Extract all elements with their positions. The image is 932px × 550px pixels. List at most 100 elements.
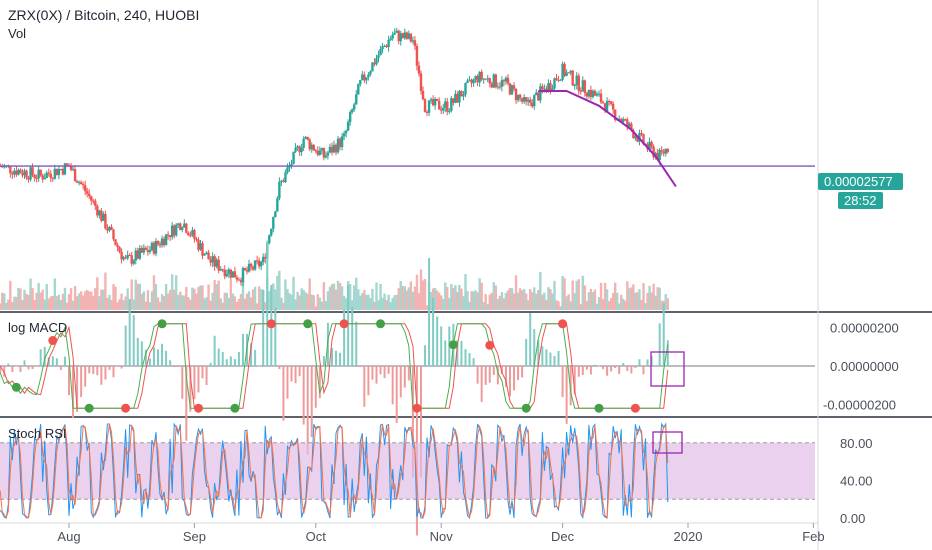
- candle-body: [351, 109, 354, 113]
- candle-body: [207, 252, 210, 260]
- volume-bar: [601, 299, 605, 310]
- candle-body: [583, 80, 587, 93]
- volume-bar: [549, 289, 552, 310]
- candle-body: [498, 86, 502, 88]
- macd-histogram-bar: [282, 366, 285, 421]
- macd-histogram-bar: [476, 366, 479, 384]
- macd-histogram-bar: [185, 366, 188, 441]
- candle-body: [83, 185, 87, 192]
- candle-body: [474, 75, 477, 80]
- stoch-highlight-box[interactable]: [652, 431, 683, 454]
- candle-body: [620, 118, 623, 122]
- volume-bar: [11, 302, 14, 310]
- volume-bar: [573, 293, 576, 310]
- candle-body: [440, 109, 443, 111]
- volume-bar: [379, 283, 382, 310]
- macd-pane-label[interactable]: log MACD: [8, 320, 67, 335]
- volume-bar: [276, 275, 279, 310]
- stoch-pane-label[interactable]: Stoch RSI: [8, 426, 67, 441]
- candle-body: [45, 172, 48, 178]
- candle-body: [37, 169, 40, 179]
- volume-bar: [268, 291, 271, 310]
- macd-histogram-bar: [379, 366, 382, 375]
- parabolic-curve-line[interactable]: [538, 90, 677, 188]
- candle-body: [31, 167, 34, 175]
- macd-highlight-box[interactable]: [650, 351, 685, 387]
- candle-body: [278, 181, 281, 199]
- volume-bar: [656, 287, 659, 310]
- candle-body: [243, 267, 247, 271]
- volume-bar: [168, 289, 172, 310]
- volume-bar: [353, 285, 356, 310]
- candle-body: [526, 99, 530, 102]
- candle-body: [383, 45, 386, 47]
- macd-cross-marker: [303, 319, 313, 329]
- candle-body: [259, 261, 263, 267]
- candle-body: [63, 163, 67, 175]
- candle-body: [363, 74, 366, 81]
- volume-bar: [148, 302, 152, 310]
- macd-cross-marker: [48, 336, 58, 345]
- candle-body: [367, 74, 370, 78]
- macd-histogram-bar: [565, 366, 568, 424]
- candle-body: [106, 228, 109, 231]
- candle-body: [630, 123, 633, 131]
- candle-body: [332, 144, 336, 153]
- macd-histogram-bar: [666, 340, 669, 366]
- macd-histogram-bar: [302, 366, 305, 425]
- volume-bar: [201, 285, 204, 310]
- macd-histogram-bar: [140, 341, 143, 366]
- candle-body: [342, 133, 346, 137]
- candle-body: [296, 146, 299, 148]
- candle-body: [512, 85, 516, 89]
- macd-histogram-bar: [464, 349, 467, 366]
- volume-bar: [25, 293, 28, 310]
- volume-bar: [73, 285, 77, 310]
- volume-bar: [215, 284, 218, 310]
- volume-bar: [9, 280, 12, 310]
- candle-body: [437, 100, 441, 110]
- volume-bar: [466, 291, 469, 310]
- candle-body: [431, 99, 435, 106]
- macd-histogram-bar: [31, 366, 34, 370]
- candle-body: [189, 235, 192, 237]
- volume-bar: [371, 288, 374, 310]
- volume-bar: [397, 288, 400, 310]
- candle-body: [421, 90, 425, 100]
- macd-cross-marker: [84, 403, 94, 413]
- candle-body: [591, 90, 595, 98]
- candle-body: [387, 39, 390, 48]
- candle-body: [181, 227, 184, 230]
- volume-label[interactable]: Vol: [8, 26, 26, 41]
- candle-body: [233, 271, 237, 278]
- volume-bar: [482, 302, 485, 310]
- volume-bar: [51, 295, 55, 310]
- volume-bar: [314, 306, 317, 310]
- candle-body: [454, 93, 457, 103]
- symbol-title[interactable]: ZRX(0X) / Bitcoin, 240, HUOBI: [8, 7, 199, 23]
- volume-bar: [152, 275, 156, 310]
- candle-body: [179, 223, 182, 230]
- volume-bars: [0, 269, 669, 310]
- candle-body: [579, 90, 582, 92]
- volume-bar: [417, 293, 421, 310]
- volume-bar: [35, 292, 38, 310]
- candle-body: [81, 184, 85, 186]
- candle-body: [324, 155, 328, 158]
- candle-body: [195, 238, 198, 240]
- candle-body: [411, 40, 415, 42]
- volume-bar: [13, 296, 16, 310]
- candle-body: [177, 223, 180, 225]
- volume-bar: [423, 278, 427, 310]
- candle-body: [49, 173, 52, 178]
- volume-bar: [43, 299, 46, 310]
- macd-histogram-bar: [533, 329, 536, 366]
- volume-bar: [624, 300, 627, 310]
- drawing-overlays[interactable]: [0, 0, 815, 188]
- volume-bar: [110, 299, 113, 310]
- volume-bar: [446, 287, 449, 310]
- time-axis-ticks: Aug Sep Oct Nov Dec 2020 Feb: [57, 523, 825, 544]
- candle-body: [77, 182, 81, 184]
- volume-bar: [96, 277, 99, 310]
